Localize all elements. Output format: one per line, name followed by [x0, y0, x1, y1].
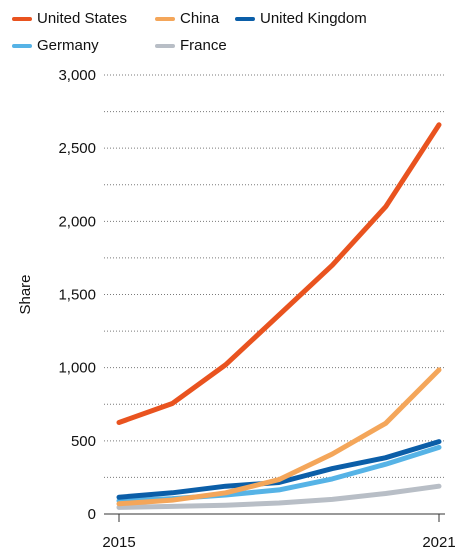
series-line-france	[116, 483, 442, 510]
legend-item-united-states: United States	[12, 10, 127, 28]
legend-label-china: China	[180, 10, 220, 27]
legend-item-france: France	[155, 37, 227, 55]
series-line-united-kingdom	[116, 439, 442, 500]
legend-swatch-united-kingdom	[235, 17, 255, 21]
legend-label-united-kingdom: United Kingdom	[260, 10, 367, 27]
series-line-china	[116, 367, 442, 507]
x-tick-label: 2015	[102, 534, 135, 549]
legend-label-france: France	[180, 37, 227, 54]
legend-swatch-china	[155, 17, 175, 21]
legend-swatch-united-states	[12, 17, 32, 21]
legend-swatch-france	[155, 44, 175, 48]
y-tick-label: 1,000	[58, 360, 96, 377]
legend-item-united-kingdom: United Kingdom	[235, 10, 367, 28]
y-tick-label: 3,000	[58, 67, 96, 84]
y-tick-label: 2,000	[58, 213, 96, 230]
legend-item-germany: Germany	[12, 37, 99, 55]
y-tick-label: 2,500	[58, 140, 96, 157]
legend-swatch-germany	[12, 44, 32, 48]
y-tick-label: 500	[71, 433, 96, 450]
series-line-united-states	[116, 122, 442, 425]
legend-label-germany: Germany	[37, 37, 99, 54]
x-tick-label: 2021	[422, 534, 455, 549]
y-tick-label: 0	[88, 506, 96, 523]
y-tick-label: 1,500	[58, 287, 96, 304]
y-axis-title: Share	[17, 274, 34, 314]
legend-item-china: China	[155, 10, 219, 28]
legend-label-united-states: United States	[37, 10, 128, 27]
